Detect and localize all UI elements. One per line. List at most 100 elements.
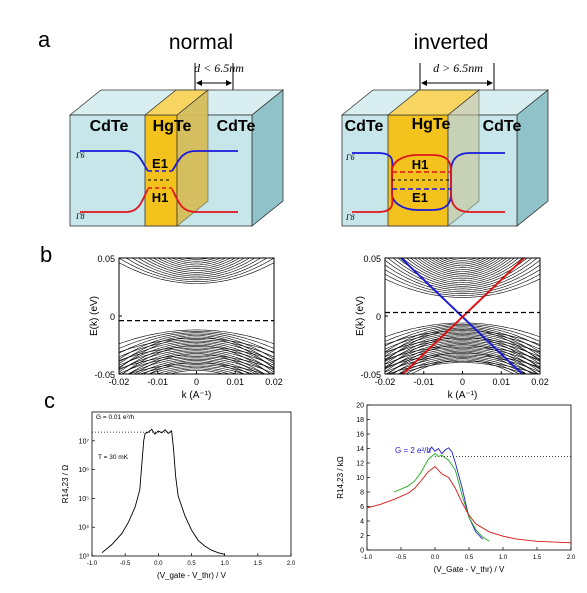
annotation-conductance: G = 2 e²/h (395, 446, 431, 455)
x-tick-label: -0.01 (147, 377, 168, 387)
conduction-subband (417, 258, 508, 276)
y-axis-label: R14,23 / kΩ (336, 456, 345, 498)
edge-state-red (401, 258, 525, 374)
valence-subband (133, 353, 260, 374)
x-tick-label: -0.5 (120, 561, 131, 567)
conduction-subband (152, 258, 241, 271)
conduction-subband (119, 262, 274, 284)
valence-subband (385, 326, 540, 353)
y-tick-label: 16 (356, 432, 364, 439)
valence-subband (385, 327, 540, 357)
band-lines (385, 258, 540, 374)
inverted-gamma6-label: Γ6 (345, 153, 355, 162)
valence-subband (119, 347, 274, 366)
x-tick-label: 0.01 (226, 377, 244, 387)
y-tick-label: 10⁷ (79, 438, 90, 445)
annotation-conductance: G = 0.01 e²/h (96, 414, 135, 421)
normal-band-upper: E1 (152, 156, 168, 171)
normal-gamma6-label: Γ6 (75, 151, 85, 160)
inverted-structure: inverted d > 6.5nm CdTe HgTe CdTe H1 E1 … (340, 31, 550, 227)
valence-subband (119, 349, 274, 371)
valence-subband (385, 343, 540, 372)
valence-subband (385, 328, 540, 362)
band-lines (119, 258, 274, 374)
valence-subband (156, 367, 237, 374)
valence-subband (385, 331, 540, 350)
y-tick-label: 12 (356, 461, 364, 468)
valence-subband (119, 354, 274, 370)
x-tick-label: 0 (194, 377, 199, 387)
valence-subband (387, 344, 538, 374)
y-tick-label: 4 (360, 519, 364, 526)
valence-subband (385, 353, 540, 368)
conduction-subband (385, 264, 540, 293)
conduction-subband (387, 258, 538, 289)
conduction-subband (392, 258, 533, 287)
inverted-arrow-head-right (487, 80, 493, 86)
conduction-subband (438, 258, 487, 265)
inverted-arrow-head-left (421, 80, 427, 86)
valence-subband (127, 357, 266, 374)
annotation-temperature: T = 30 mK (98, 454, 129, 461)
valence-subband (119, 343, 274, 373)
conduction-subband (385, 260, 540, 291)
x-tick-label: 0.02 (265, 377, 283, 387)
conduction-subband (166, 258, 227, 266)
valence-subband (385, 348, 540, 370)
x-tick-label: -0.01 (413, 377, 434, 387)
valence-subband (385, 339, 540, 358)
inverted-layer-cdte-right: CdTe (483, 118, 522, 135)
valence-subband (385, 341, 540, 368)
valence-subband (385, 330, 540, 345)
conduction-subband (183, 258, 210, 260)
conduction-subband (406, 258, 519, 281)
y-tick-label: -0.05 (360, 370, 381, 380)
x-tick-label: 0.01 (492, 377, 510, 387)
valence-subband (121, 350, 272, 374)
y-tick-label: 0 (110, 312, 115, 322)
x-tick-label: 0.5 (465, 555, 474, 561)
conduction-subband (125, 258, 268, 281)
y-tick-label: 20 (356, 403, 364, 410)
conduction-subband (435, 258, 490, 267)
valence-subband (127, 363, 266, 374)
valence-subband (119, 342, 274, 368)
conduction-subband (427, 258, 498, 270)
conduction-subband (171, 258, 222, 264)
normal-gamma8-curve (80, 188, 238, 213)
x-tick-label: 0.5 (187, 561, 196, 567)
conduction-subband (176, 258, 217, 262)
valence-subband (385, 345, 540, 361)
inverted-gamma8-curve (352, 154, 505, 213)
x-tick-label: -0.5 (396, 555, 407, 561)
valence-subband (119, 338, 274, 353)
x-tick-label: 1.5 (254, 561, 263, 567)
normal-hgte-shadow (176, 89, 209, 227)
conduction-subband (147, 258, 246, 273)
band-structure-inverted-chart: -0.02 -0.01 0 0.01 0.02 0.05 0 -0.05 k (A⁻¹) E(k)… (355, 254, 549, 401)
inverted-layer-cdte-left: CdTe (345, 118, 384, 135)
band-structure-normal-chart: -0.02 -0.01 0 0.01 0.02 0.05 0 -0.05 k (A⁻¹) E(k)… (89, 254, 283, 401)
conduction-subband (385, 273, 540, 296)
y-tick-label: -0.05 (94, 370, 115, 380)
y-tick-label: 0.05 (97, 254, 115, 264)
y-tick-label: 18 (356, 417, 364, 424)
inverted-gamma8-label: Γ8 (345, 213, 355, 222)
normal-heading: normal (169, 31, 233, 54)
valence-subband (398, 362, 527, 374)
valence-subband (148, 361, 245, 374)
conduction-subband (131, 258, 262, 279)
x-tick-label: -1.0 (87, 561, 98, 567)
normal-width-label: d < 6.5nm (194, 61, 244, 75)
x-axis-label: (V_gate - V_thr) / V (157, 571, 227, 580)
valence-subband (119, 346, 274, 361)
normal-arrow-head-left (196, 80, 202, 86)
panel-label-c: c (44, 388, 55, 413)
valence-subband (119, 356, 274, 374)
y-tick-label: 8 (360, 490, 364, 497)
y-tick-label: 6 (360, 504, 364, 511)
x-tick-label: -0.02 (109, 377, 130, 387)
y-axis-label: R14,23 / Ω (61, 465, 70, 503)
valence-subband (148, 365, 245, 374)
valence-subband (385, 336, 540, 369)
